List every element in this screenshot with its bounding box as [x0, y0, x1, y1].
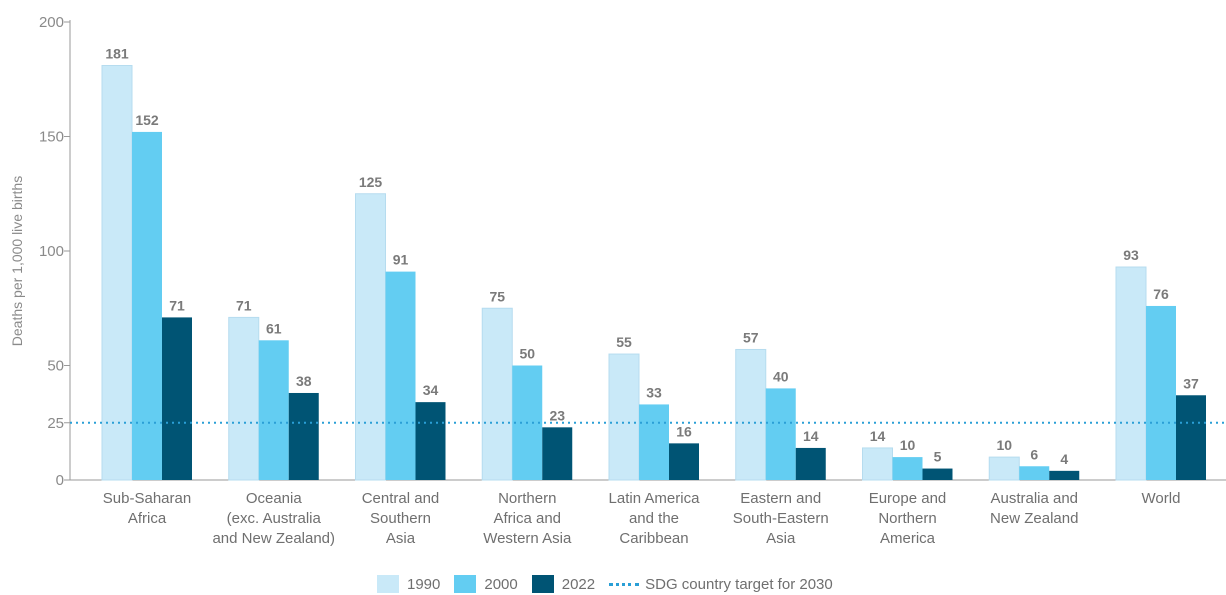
y-tick-label: 0 — [56, 472, 64, 489]
x-tick-label: Australia and New Zealand — [990, 490, 1078, 527]
bar-2000-6 — [892, 457, 923, 480]
legend: 1990 2000 2022 SDG country target for 20… — [377, 574, 847, 594]
bar-2000-4 — [639, 404, 669, 480]
bar-2000-7 — [1019, 466, 1050, 480]
data-label-2022-4: 16 — [676, 423, 692, 439]
bar-2022-8 — [1176, 395, 1206, 480]
x-tick-label: Latin America and the Caribbean — [609, 490, 701, 547]
bar-1990-6 — [862, 447, 893, 481]
bar-2022-6 — [922, 468, 953, 480]
data-label-1990-4: 55 — [616, 334, 632, 350]
data-label-1990-6: 14 — [870, 428, 886, 444]
data-label-2022-0: 71 — [169, 297, 185, 313]
data-label-2000-2: 91 — [393, 252, 409, 268]
y-tick-label: 25 — [47, 415, 64, 432]
legend-swatch-2022 — [531, 575, 554, 593]
bar-2022-7 — [1049, 470, 1080, 480]
x-tick-label: World — [1142, 490, 1181, 507]
bar-2022-2 — [415, 402, 446, 480]
data-label-2000-1: 61 — [266, 320, 282, 336]
data-label-1990-8: 93 — [1123, 247, 1139, 263]
data-label-1990-0: 181 — [105, 46, 129, 62]
data-label-1990-5: 57 — [743, 329, 759, 345]
legend-label-2022: 2022 — [561, 575, 596, 593]
data-label-2022-5: 14 — [803, 428, 819, 444]
x-tick-label: Sub-Saharan Africa — [103, 490, 191, 527]
data-label-2022-6: 5 — [934, 449, 942, 465]
legend-item-2022: 2022 — [531, 575, 596, 593]
y-tick-label: 200 — [39, 14, 64, 31]
legend-swatch-2000 — [454, 575, 477, 593]
bar-1990-2 — [355, 193, 386, 481]
x-tick-label: Europe and Northern America — [869, 490, 947, 547]
data-label-2022-2: 34 — [423, 382, 439, 398]
legend-label-2000: 2000 — [484, 575, 518, 593]
legend-dotted-line-icon — [609, 582, 640, 586]
data-label-2000-5: 40 — [773, 368, 789, 384]
y-tick-label: 100 — [39, 243, 64, 260]
bar-1990-8 — [1115, 266, 1147, 481]
legend-label-sdg-target: SDG country target for 2030 — [645, 575, 833, 593]
bars: 181 152 71 71 61 38 125 91 34 75 50 23 55 33 16 57 40 14 1… — [101, 46, 1206, 481]
y-tick-label: 50 — [47, 358, 64, 375]
bar-2000-2 — [385, 271, 416, 480]
bar-1990-0 — [101, 65, 133, 481]
legend-item-sdg-target: SDG country target for 2030 — [609, 576, 833, 593]
bar-2022-1 — [288, 392, 319, 480]
bar-2000-8 — [1146, 305, 1176, 480]
data-label-2000-7: 6 — [1030, 446, 1038, 462]
x-axis-labels: Sub-Saharan Africa Oceania (exc. Australia a… — [103, 490, 1181, 547]
bar-2022-3 — [542, 427, 573, 480]
legend-item-1990: 1990 — [377, 575, 440, 593]
bar-1990-5 — [735, 348, 767, 481]
bar-1990-3 — [481, 307, 513, 481]
y-axis-label: Deaths per 1,000 live births — [9, 176, 25, 346]
data-label-1990-1: 71 — [236, 297, 252, 313]
x-tick-label: Eastern and South-Eastern Asia — [733, 490, 829, 547]
chart: 0 25 50 100 150 200 Deaths per 1,000 live bir… — [9, 14, 1226, 547]
data-label-2022-3: 23 — [549, 407, 565, 423]
legend-label-1990: 1990 — [407, 575, 441, 593]
x-tick-label: Northern Africa and Western Asia — [483, 490, 572, 547]
data-label-2000-4: 33 — [646, 384, 662, 400]
data-label-1990-7: 10 — [996, 437, 1012, 453]
legend-item-2000: 2000 — [454, 575, 518, 593]
bar-2022-5 — [795, 447, 826, 480]
x-tick-label: Central and Southern Asia — [362, 490, 440, 547]
data-label-2000-0: 152 — [135, 112, 159, 128]
legend-swatch-1990 — [377, 575, 399, 593]
y-tick-label: 150 — [39, 129, 64, 146]
bar-2000-5 — [765, 388, 796, 480]
bar-2000-0 — [132, 131, 162, 481]
data-label-2022-1: 38 — [296, 373, 312, 389]
data-label-2022-8: 37 — [1183, 375, 1199, 391]
data-label-2022-7: 4 — [1060, 451, 1068, 467]
data-label-1990-2: 125 — [359, 174, 383, 190]
bar-1990-7 — [988, 456, 1020, 481]
data-label-2000-3: 50 — [519, 346, 535, 362]
data-label-2000-6: 10 — [900, 437, 916, 453]
bar-2000-1 — [258, 340, 289, 480]
bar-2022-0 — [162, 317, 192, 480]
bar-1990-1 — [228, 316, 260, 481]
x-tick-label: Oceania (exc. Australia and New Zealand) — [212, 490, 335, 547]
bar-1990-4 — [608, 353, 640, 481]
data-label-1990-3: 75 — [489, 288, 505, 304]
data-label-2000-8: 76 — [1153, 286, 1169, 302]
bar-2022-4 — [669, 443, 699, 480]
